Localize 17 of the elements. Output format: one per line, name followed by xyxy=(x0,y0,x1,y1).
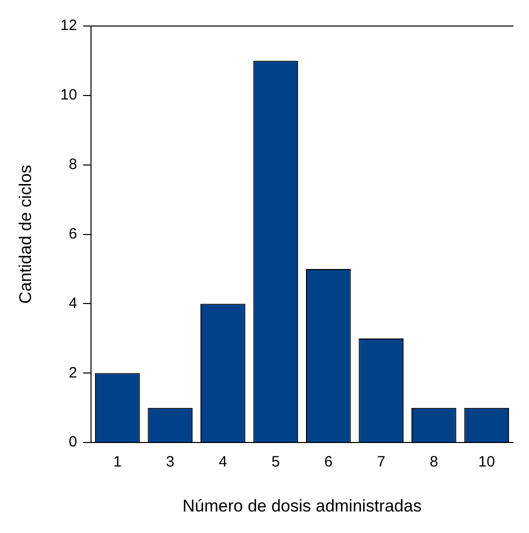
x-tick-label: 3 xyxy=(166,454,174,471)
y-tick-label: 6 xyxy=(68,225,78,242)
x-tick-label: 1 xyxy=(113,454,122,471)
y-axis-title: Cantidad de ciclos xyxy=(16,164,35,304)
y-tick-label: 2 xyxy=(68,364,78,382)
y-tick-label: 4 xyxy=(68,294,78,312)
x-tick-label: 7 xyxy=(376,454,386,471)
y-tick-label: 8 xyxy=(68,156,78,174)
x-axis-title: Número de dosis administradas xyxy=(182,496,422,516)
y-tick-label: 0 xyxy=(68,434,78,451)
x-tick-label: 8 xyxy=(430,454,438,471)
x-tick-label: 6 xyxy=(324,454,333,471)
x-tick-label: 5 xyxy=(272,454,280,471)
y-tick-label: 10 xyxy=(60,86,78,104)
x-tick-label: 10 xyxy=(478,454,495,471)
y-tick-label: 12 xyxy=(60,17,78,34)
x-tick-label: 4 xyxy=(218,454,228,471)
